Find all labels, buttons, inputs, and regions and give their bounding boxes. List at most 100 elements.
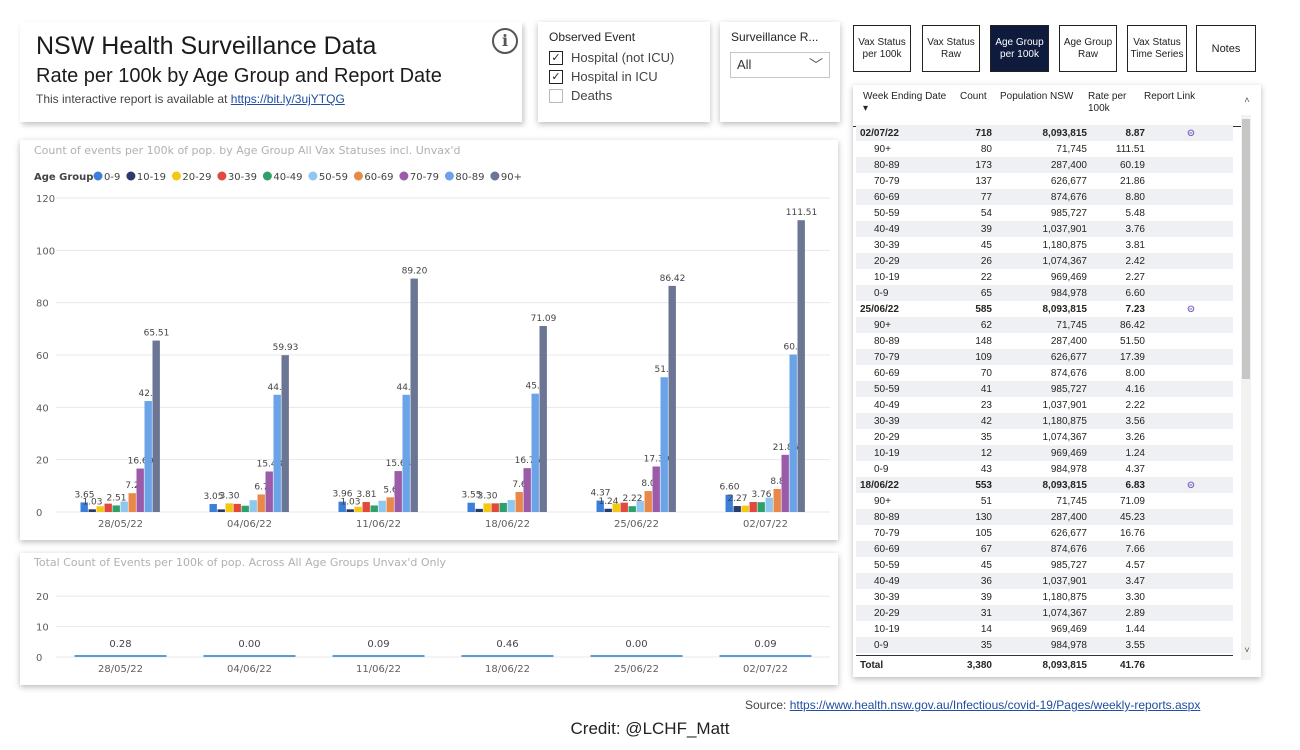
bar-80-89-02/07/22[interactable] <box>789 354 797 512</box>
bar-70-79-02/07/22[interactable] <box>781 454 789 512</box>
bar-total-28/05/22[interactable] <box>74 655 167 657</box>
legend-marker[interactable] <box>490 171 500 181</box>
legend-label[interactable]: 10-19 <box>137 172 166 183</box>
table-row[interactable]: 0-9 65 984,978 6.60 <box>856 285 1233 301</box>
link-icon[interactable]: ⊝ <box>1186 303 1196 315</box>
bar-50-59-11/06/22[interactable] <box>378 500 386 512</box>
bar-30-39-28/05/22[interactable] <box>104 503 112 512</box>
legend-label[interactable]: 30-39 <box>228 172 257 183</box>
bar-10-19-28/05/22[interactable] <box>88 509 96 512</box>
legend-marker[interactable] <box>444 171 454 181</box>
legend-marker[interactable] <box>171 171 181 181</box>
report-link[interactable]: https://bit.ly/3ujYTQG <box>230 92 345 106</box>
table-row[interactable]: 30-39 42 1,180,875 3.56 <box>856 413 1233 429</box>
bar-20-29-28/05/22[interactable] <box>96 506 104 512</box>
header-week-ending[interactable]: Week Ending Date ▾ <box>863 91 946 115</box>
bar-60-69-11/06/22[interactable] <box>386 497 394 512</box>
legend-marker[interactable] <box>93 171 103 181</box>
table-row[interactable]: 80-89 148 287,400 51.50 <box>856 333 1233 349</box>
bar-60-69-25/06/22[interactable] <box>644 491 652 512</box>
bar-total-11/06/22[interactable] <box>332 655 425 657</box>
table-row[interactable]: 10-19 12 969,469 1.24 <box>856 445 1233 461</box>
table-row[interactable]: 30-39 45 1,180,875 3.81 <box>856 237 1233 253</box>
bar-total-25/06/22[interactable] <box>590 655 683 657</box>
bar-30-39-11/06/22[interactable] <box>362 502 370 512</box>
table-row[interactable]: 50-59 45 985,727 4.57 <box>856 557 1233 573</box>
legend-label[interactable]: 0-9 <box>104 172 120 183</box>
link-icon[interactable]: ⊝ <box>1186 127 1196 139</box>
tab-age-group-raw[interactable]: Age Group Raw <box>1059 25 1117 72</box>
table-row[interactable]: 70-79 137 626,677 21.86 <box>856 173 1233 189</box>
header-rate[interactable]: Rate per 100k <box>1088 91 1127 114</box>
table-row[interactable]: 10-19 22 969,469 2.27 <box>856 269 1233 285</box>
table-row[interactable]: 20-29 35 1,074,367 3.26 <box>856 429 1233 445</box>
scroll-down-icon[interactable]: ˅ <box>1244 645 1250 655</box>
table-row[interactable]: 90+ 51 71,745 71.09 <box>856 493 1233 509</box>
bar-30-39-04/06/22[interactable] <box>233 503 241 512</box>
table-row[interactable]: 0-9 43 984,978 4.37 <box>856 461 1233 477</box>
legend-label[interactable]: 40-49 <box>273 172 302 183</box>
table-row[interactable]: 60-69 77 874,676 8.80 <box>856 189 1233 205</box>
bar-0-9-02/07/22[interactable] <box>725 494 733 512</box>
legend-label[interactable]: 80-89 <box>455 172 484 183</box>
header-population[interactable]: Population NSW <box>1000 91 1074 102</box>
bar-40-49-28/05/22[interactable] <box>112 505 120 512</box>
bar-10-19-02/07/22[interactable] <box>733 506 741 512</box>
bar-total-04/06/22[interactable] <box>203 655 296 657</box>
tab-vax-status-per-100k[interactable]: Vax Status per 100k <box>853 25 911 72</box>
table-row[interactable]: 40-49 36 1,037,901 3.47 <box>856 573 1233 589</box>
table-row[interactable]: 60-69 70 874,676 8.00 <box>856 365 1233 381</box>
bar-40-49-25/06/22[interactable] <box>628 506 636 512</box>
tab-notes[interactable]: Notes <box>1196 25 1256 72</box>
link-icon[interactable]: ⊝ <box>1186 479 1196 491</box>
table-row[interactable]: 40-49 39 1,037,901 3.76 <box>856 221 1233 237</box>
scroll-thumb[interactable] <box>1242 119 1250 379</box>
surveillance-dropdown[interactable]: All ﹀ <box>730 52 830 78</box>
bar-90+-18/06/22[interactable] <box>539 325 547 512</box>
bar-90+-28/05/22[interactable] <box>152 340 160 512</box>
scroll-up-icon[interactable]: ˄ <box>1244 95 1250 105</box>
info-icon[interactable]: i <box>492 28 518 54</box>
legend-label[interactable]: 20-29 <box>182 172 211 183</box>
bar-40-49-02/07/22[interactable] <box>757 502 765 512</box>
bar-70-79-28/05/22[interactable] <box>136 468 144 512</box>
bar-30-39-02/07/22[interactable] <box>749 502 757 512</box>
table-row[interactable]: 10-19 14 969,469 1.44 <box>856 621 1233 637</box>
bar-50-59-02/07/22[interactable] <box>765 497 773 512</box>
bar-70-79-18/06/22[interactable] <box>523 468 531 512</box>
table-row[interactable]: 80-89 130 287,400 45.23 <box>856 509 1233 525</box>
legend-marker[interactable] <box>126 171 136 181</box>
bar-50-59-18/06/22[interactable] <box>507 500 515 512</box>
bar-80-89-25/06/22[interactable] <box>660 377 668 512</box>
bar-50-59-25/06/22[interactable] <box>636 501 644 512</box>
bar-20-29-02/07/22[interactable] <box>741 505 749 512</box>
legend-marker[interactable] <box>308 171 318 181</box>
bar-0-9-11/06/22[interactable] <box>338 501 346 512</box>
table-row[interactable]: 50-59 41 985,727 4.16 <box>856 381 1233 397</box>
bar-50-59-04/06/22[interactable] <box>249 500 257 512</box>
bar-total-02/07/22[interactable] <box>719 655 812 657</box>
bar-50-59-28/05/22[interactable] <box>120 501 128 512</box>
option-hospital-in-icu[interactable]: ✓ Hospital in ICU <box>549 69 658 84</box>
table-row[interactable]: 30-39 39 1,180,875 3.30 <box>856 589 1233 605</box>
bar-90+-25/06/22[interactable] <box>668 285 676 512</box>
bar-80-89-18/06/22[interactable] <box>531 393 539 512</box>
tab-vax-status-time-series[interactable]: Vax Status Time Series <box>1127 25 1187 72</box>
table-row-week[interactable]: 18/06/22 553 8,093,815 6.83 ⊝ <box>856 477 1233 493</box>
bar-40-49-18/06/22[interactable] <box>499 502 507 512</box>
bar-10-19-04/06/22[interactable] <box>217 509 225 512</box>
bar-90+-11/06/22[interactable] <box>410 278 418 512</box>
bar-40-49-11/06/22[interactable] <box>370 505 378 512</box>
bar-60-69-28/05/22[interactable] <box>128 493 136 512</box>
legend-marker[interactable] <box>353 171 363 181</box>
bar-10-19-25/06/22[interactable] <box>604 508 612 512</box>
table-row[interactable]: 80-89 173 287,400 60.19 <box>856 157 1233 173</box>
sort-desc-icon[interactable]: ▾ <box>863 103 869 114</box>
tab-vax-status-raw[interactable]: Vax Status Raw <box>922 25 980 72</box>
unvaxd-total-bar-chart[interactable]: Total Count of Events per 100k of pop. A… <box>20 553 838 685</box>
legend-marker[interactable] <box>399 171 409 181</box>
bar-20-29-25/06/22[interactable] <box>612 503 620 512</box>
table-row-week[interactable]: 02/07/22 718 8,093,815 8.87 ⊝ <box>856 125 1233 141</box>
table-row[interactable]: 60-69 67 874,676 7.66 <box>856 541 1233 557</box>
bar-60-69-04/06/22[interactable] <box>257 494 265 512</box>
